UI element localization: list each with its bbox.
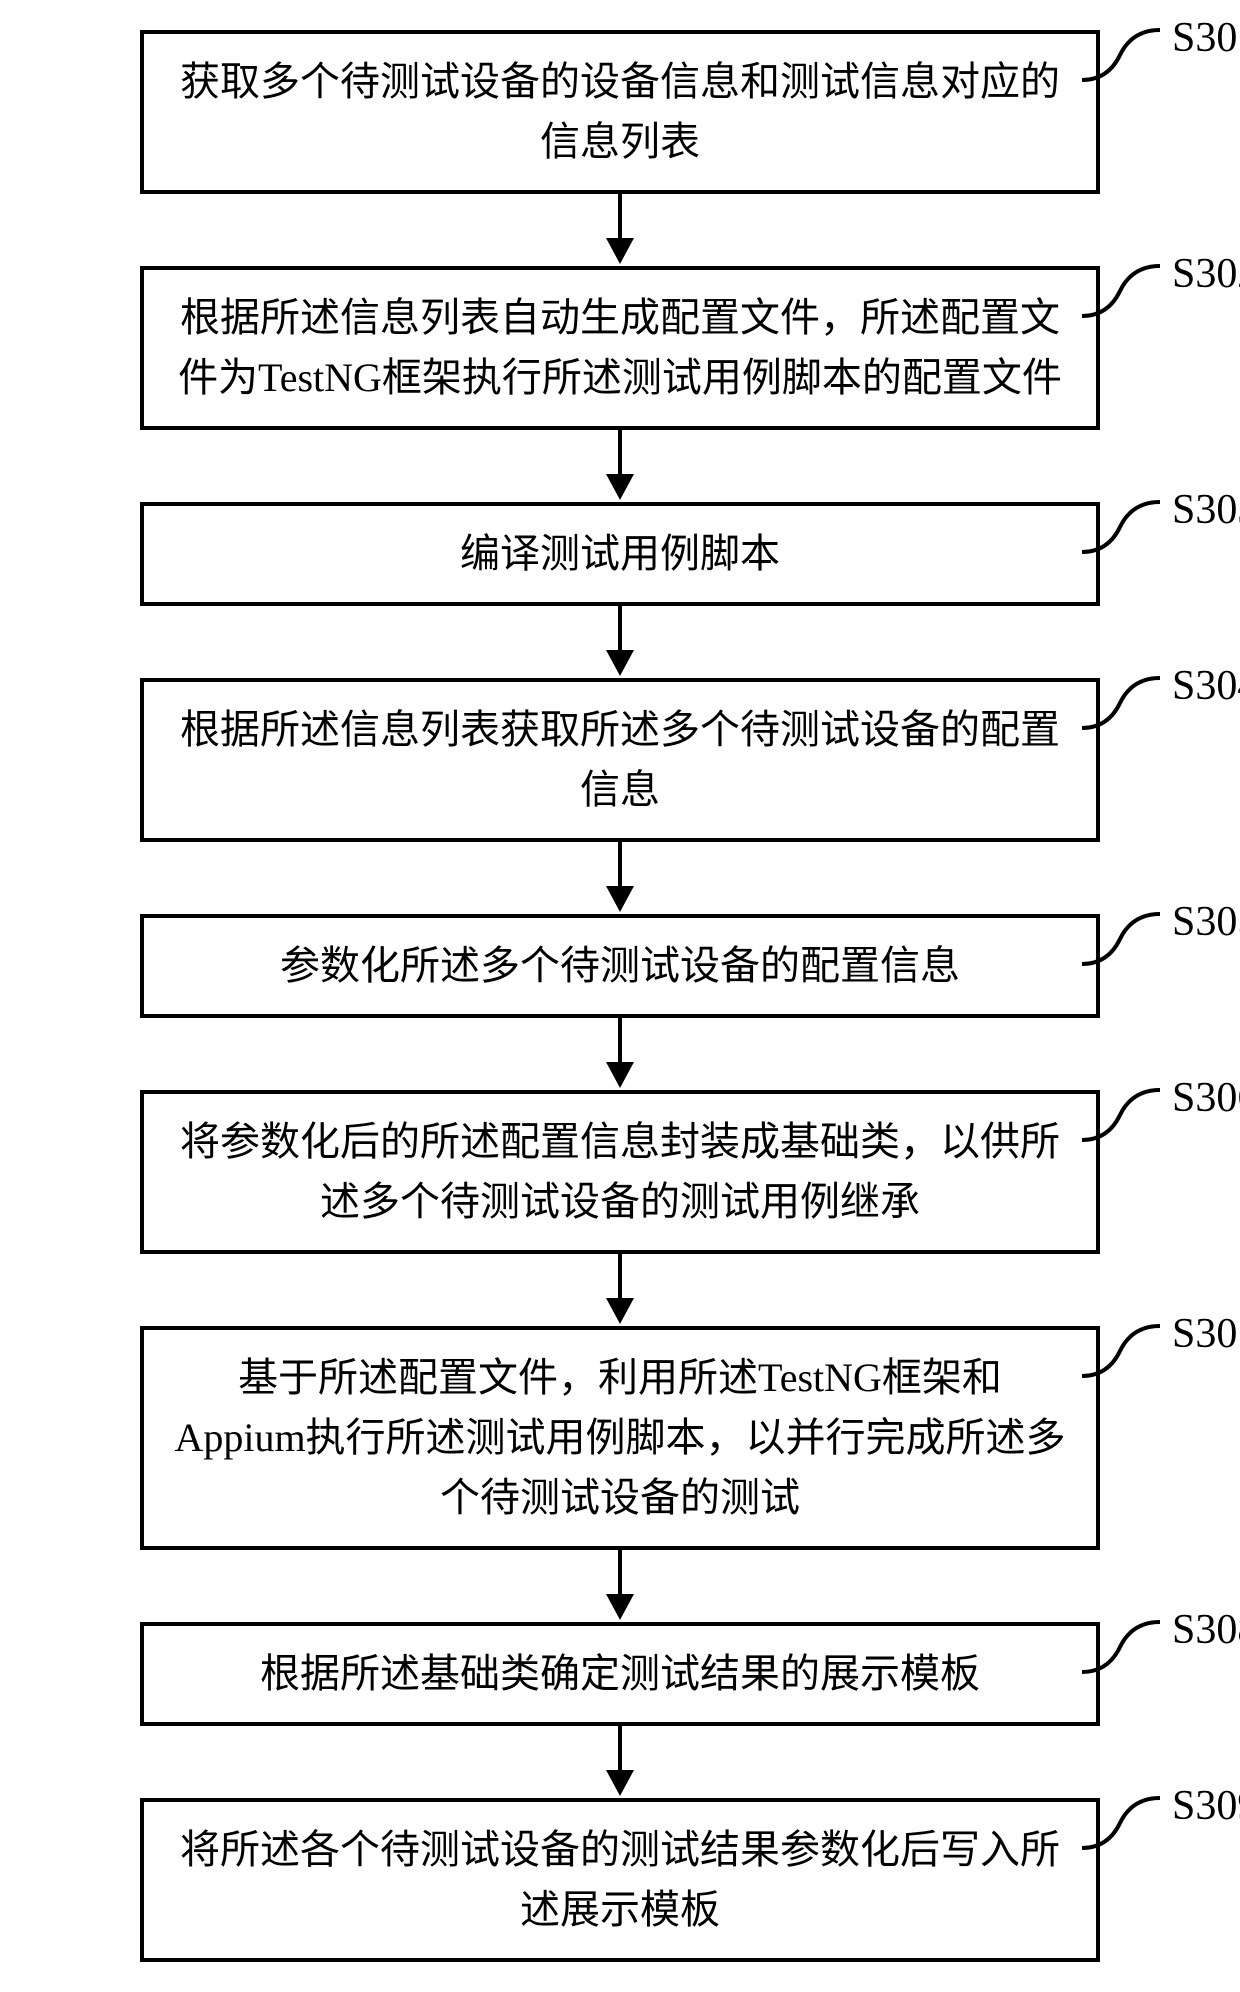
arrow (600, 430, 640, 502)
connector-curve-icon (1080, 1612, 1170, 1682)
flow-row: 参数化所述多个待测试设备的配置信息 S305 (0, 914, 1240, 1018)
step-label-wrap: S308 (1080, 1612, 1240, 1682)
flow-box-s305: 参数化所述多个待测试设备的配置信息 (140, 914, 1100, 1018)
connector-curve-icon (1080, 256, 1170, 326)
connector-curve-icon (1080, 1080, 1170, 1150)
arrow-down-icon (600, 430, 640, 502)
arrow (600, 842, 640, 914)
step-label: S307 (1172, 1310, 1240, 1358)
step-label: S304 (1172, 662, 1240, 710)
flow-box-s303: 编译测试用例脚本 (140, 502, 1100, 606)
step-label-wrap: S304 (1080, 668, 1240, 738)
connector-curve-icon (1080, 492, 1170, 562)
flow-box-text: 将参数化后的所述配置信息封装成基础类，以供所述多个待测试设备的测试用例继承 (180, 1119, 1060, 1224)
connector-curve-icon (1080, 1316, 1170, 1386)
step-label-wrap: S305 (1080, 904, 1240, 974)
connector-curve-icon (1080, 20, 1170, 90)
flow-box-s302: 根据所述信息列表自动生成配置文件，所述配置文件为TestNG框架执行所述测试用例… (140, 266, 1100, 430)
step-label-wrap: S309 (1080, 1788, 1240, 1858)
step-label: S302 (1172, 250, 1240, 298)
step-label: S308 (1172, 1606, 1240, 1654)
step-label: S309 (1172, 1782, 1240, 1830)
flow-box-text: 基于所述配置文件，利用所述TestNG框架和Appium执行所述测试用例脚本，以… (174, 1355, 1065, 1520)
step-label: S305 (1172, 898, 1240, 946)
step-label-wrap: S302 (1080, 256, 1240, 326)
arrow-down-icon (600, 606, 640, 678)
flow-box-text: 获取多个待测试设备的设备信息和测试信息对应的信息列表 (180, 59, 1060, 164)
flow-row: 基于所述配置文件，利用所述TestNG框架和Appium执行所述测试用例脚本，以… (0, 1326, 1240, 1550)
arrow (600, 194, 640, 266)
arrow-down-icon (600, 1550, 640, 1622)
arrow (600, 1726, 640, 1798)
flow-box-s306: 将参数化后的所述配置信息封装成基础类，以供所述多个待测试设备的测试用例继承 (140, 1090, 1100, 1254)
arrow (600, 606, 640, 678)
step-label: S306 (1172, 1074, 1240, 1122)
flow-row: 根据所述基础类确定测试结果的展示模板 S308 (0, 1622, 1240, 1726)
flow-row: 根据所述信息列表获取所述多个待测试设备的配置信息 S304 (0, 678, 1240, 842)
arrow-down-icon (600, 1254, 640, 1326)
flow-box-s304: 根据所述信息列表获取所述多个待测试设备的配置信息 (140, 678, 1100, 842)
arrow-down-icon (600, 194, 640, 266)
step-label-wrap: S301 (1080, 20, 1240, 90)
flow-box-s301: 获取多个待测试设备的设备信息和测试信息对应的信息列表 (140, 30, 1100, 194)
flow-box-s307: 基于所述配置文件，利用所述TestNG框架和Appium执行所述测试用例脚本，以… (140, 1326, 1100, 1550)
flow-row: 将参数化后的所述配置信息封装成基础类，以供所述多个待测试设备的测试用例继承 S3… (0, 1090, 1240, 1254)
connector-curve-icon (1080, 904, 1170, 974)
flowchart-container: 获取多个待测试设备的设备信息和测试信息对应的信息列表 S301 根据所述信息列表… (0, 30, 1240, 1962)
flow-box-text: 将所述各个待测试设备的测试结果参数化后写入所述展示模板 (180, 1827, 1060, 1932)
flow-box-text: 根据所述基础类确定测试结果的展示模板 (260, 1651, 980, 1696)
flow-box-text: 参数化所述多个待测试设备的配置信息 (280, 943, 960, 988)
flow-box-text: 编译测试用例脚本 (460, 531, 780, 576)
flow-row: 获取多个待测试设备的设备信息和测试信息对应的信息列表 S301 (0, 30, 1240, 194)
step-label-wrap: S307 (1080, 1316, 1240, 1386)
flow-row: 将所述各个待测试设备的测试结果参数化后写入所述展示模板 S309 (0, 1798, 1240, 1962)
connector-curve-icon (1080, 1788, 1170, 1858)
connector-curve-icon (1080, 668, 1170, 738)
flow-box-s309: 将所述各个待测试设备的测试结果参数化后写入所述展示模板 (140, 1798, 1100, 1962)
step-label: S303 (1172, 486, 1240, 534)
step-label-wrap: S306 (1080, 1080, 1240, 1150)
flow-row: 根据所述信息列表自动生成配置文件，所述配置文件为TestNG框架执行所述测试用例… (0, 266, 1240, 430)
arrow-down-icon (600, 842, 640, 914)
flow-box-text: 根据所述信息列表获取所述多个待测试设备的配置信息 (180, 707, 1060, 812)
step-label-wrap: S303 (1080, 492, 1240, 562)
flow-box-s308: 根据所述基础类确定测试结果的展示模板 (140, 1622, 1100, 1726)
flow-box-text: 根据所述信息列表自动生成配置文件，所述配置文件为TestNG框架执行所述测试用例… (178, 295, 1062, 400)
arrow-down-icon (600, 1018, 640, 1090)
arrow-down-icon (600, 1726, 640, 1798)
arrow (600, 1254, 640, 1326)
flow-row: 编译测试用例脚本 S303 (0, 502, 1240, 606)
arrow (600, 1018, 640, 1090)
step-label: S301 (1172, 14, 1240, 62)
arrow (600, 1550, 640, 1622)
